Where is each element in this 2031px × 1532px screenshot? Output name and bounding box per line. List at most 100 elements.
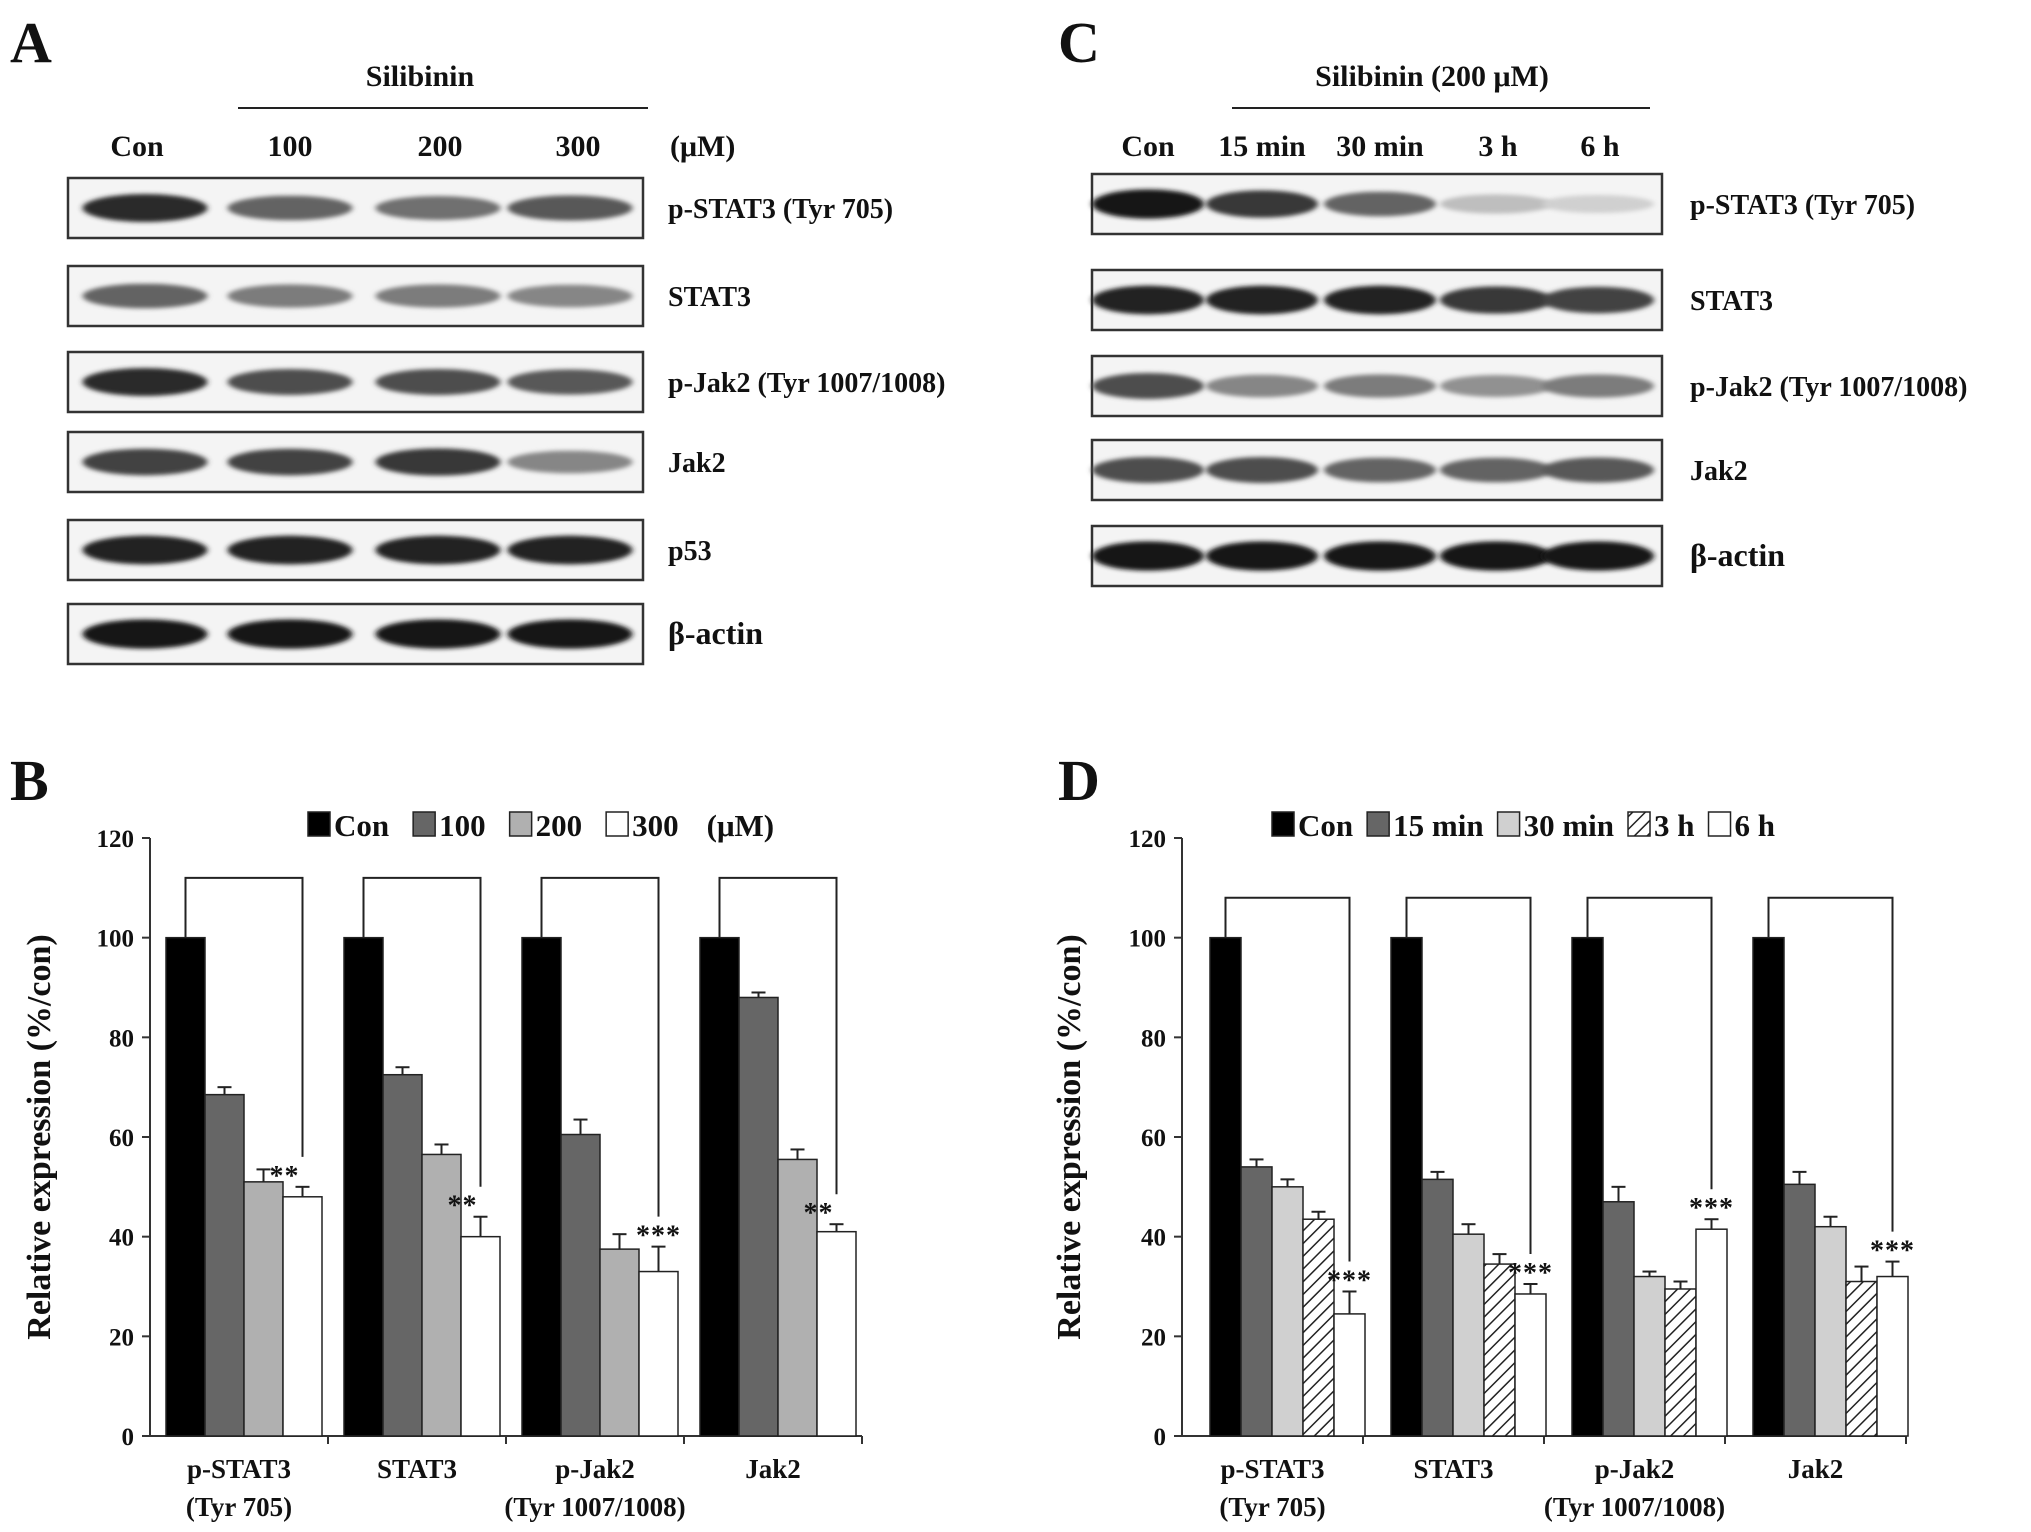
protein-band bbox=[507, 535, 633, 565]
y-tick-label: 40 bbox=[1141, 1225, 1166, 1252]
protein-band bbox=[1324, 457, 1436, 483]
protein-band bbox=[1440, 286, 1552, 314]
legend-label: 200 bbox=[536, 808, 583, 843]
bar bbox=[1664, 1288, 1697, 1437]
protein-band bbox=[1092, 285, 1204, 315]
blot-strips: p-STAT3 (Tyr 705) STAT3 p-Jak2 (Tyr 1007/1… bbox=[1090, 172, 1967, 588]
significance-label: *** bbox=[1689, 1193, 1734, 1224]
y-tick-label: 100 bbox=[1129, 926, 1167, 953]
protein-band bbox=[1206, 457, 1318, 483]
protein-band bbox=[227, 448, 353, 476]
protein-band bbox=[1440, 375, 1552, 397]
protein-band bbox=[1092, 373, 1204, 399]
lane-labels: Con 100 200 300 bbox=[110, 130, 600, 163]
blot-label: p53 bbox=[668, 536, 712, 567]
lane-label: 6 h bbox=[1580, 130, 1620, 163]
bar bbox=[1571, 936, 1604, 1437]
protein-band bbox=[1542, 541, 1654, 571]
panel-c-western-blot: C Silibinin (200 μM) Con 15 min 30 min 3 h 6… bbox=[1058, 10, 1967, 588]
panel-a-treatment-label: Silibinin bbox=[366, 60, 475, 93]
legend-swatch bbox=[1627, 811, 1651, 837]
protein-band bbox=[1092, 541, 1204, 571]
blot-label: STAT3 bbox=[668, 282, 751, 313]
y-tick-label: 120 bbox=[97, 826, 135, 853]
legend-swatch bbox=[412, 811, 436, 837]
protein-band bbox=[1542, 457, 1654, 483]
protein-band bbox=[227, 535, 353, 565]
lane-label: 100 bbox=[268, 130, 313, 163]
y-tick-label: 60 bbox=[109, 1125, 134, 1152]
blot-row: STAT3 bbox=[66, 264, 751, 328]
bar bbox=[738, 996, 779, 1437]
blot-row: Jak2 bbox=[66, 430, 726, 494]
protein-band bbox=[82, 448, 208, 476]
legend-unit: (μM) bbox=[707, 808, 774, 843]
protein-band bbox=[1324, 374, 1436, 398]
lane-labels: Con 15 min 30 min 3 h 6 h bbox=[1121, 130, 1620, 163]
significance-label: ** bbox=[804, 1198, 834, 1229]
protein-band bbox=[507, 195, 633, 221]
bar bbox=[638, 1270, 679, 1437]
blot-label: β-actin bbox=[668, 615, 763, 651]
y-tick-label: 100 bbox=[97, 926, 135, 953]
bar bbox=[1814, 1225, 1847, 1437]
legend-label: Con bbox=[1298, 808, 1353, 843]
blot-strips: p-STAT3 (Tyr 705) STAT3 p-Jak2 (Tyr 1007/1… bbox=[66, 176, 945, 666]
panel-letter-a: A bbox=[10, 10, 52, 75]
panel-a-western-blot: A Silibinin (μM) Con 100 200 300 p-STAT3 (T… bbox=[10, 10, 945, 666]
bar bbox=[1302, 1218, 1335, 1437]
protein-band bbox=[1206, 190, 1318, 218]
significance-label: ** bbox=[448, 1191, 478, 1222]
legend-swatch bbox=[605, 811, 629, 837]
bar bbox=[460, 1235, 501, 1437]
y-axis-label: Relative expression (%/con) bbox=[21, 934, 58, 1339]
lane-label: Con bbox=[1121, 130, 1175, 163]
significance-bracket bbox=[184, 876, 304, 1157]
bar bbox=[1752, 936, 1785, 1437]
x-category-sublabel: (Tyr 705) bbox=[186, 1492, 292, 1522]
lane-label: 30 min bbox=[1336, 130, 1424, 163]
y-tick-label: 60 bbox=[1141, 1125, 1166, 1152]
blot-row: p-STAT3 (Tyr 705) bbox=[1090, 172, 1915, 236]
bar bbox=[1845, 1280, 1878, 1437]
legend-label: 6 h bbox=[1735, 808, 1776, 843]
blot-label: p-Jak2 (Tyr 1007/1008) bbox=[1690, 372, 1967, 403]
lane-label: 15 min bbox=[1218, 130, 1306, 163]
y-tick-label: 20 bbox=[109, 1324, 134, 1351]
legend-swatch bbox=[1496, 811, 1521, 837]
x-category-label: Jak2 bbox=[745, 1454, 801, 1484]
protein-band bbox=[507, 450, 633, 474]
blot-label: p-STAT3 (Tyr 705) bbox=[668, 194, 893, 225]
protein-band bbox=[1206, 374, 1318, 398]
legend-label: 30 min bbox=[1524, 808, 1614, 843]
protein-band bbox=[1206, 541, 1318, 571]
legend-label: 100 bbox=[439, 808, 486, 843]
bar bbox=[1333, 1313, 1366, 1437]
significance-label: *** bbox=[1327, 1265, 1372, 1296]
bar bbox=[282, 1196, 323, 1437]
protein-band bbox=[1440, 457, 1552, 483]
blot-row: β-actin bbox=[1090, 524, 1785, 588]
panel-a-unit-label: (μM) bbox=[670, 130, 735, 163]
x-category-label: STAT3 bbox=[1413, 1454, 1493, 1484]
bar bbox=[1514, 1293, 1547, 1437]
bar bbox=[1452, 1233, 1485, 1437]
bar bbox=[1633, 1275, 1666, 1437]
y-tick-label: 0 bbox=[1154, 1424, 1167, 1451]
bar bbox=[1876, 1275, 1909, 1437]
protein-band bbox=[1542, 374, 1654, 398]
legend-label: Con bbox=[334, 808, 389, 843]
lane-label: 200 bbox=[418, 130, 463, 163]
protein-band bbox=[375, 448, 501, 476]
significance-label: *** bbox=[1508, 1258, 1553, 1289]
significance-bracket bbox=[718, 876, 838, 1195]
blot-label: p-STAT3 (Tyr 705) bbox=[1690, 190, 1915, 221]
bar bbox=[1209, 936, 1242, 1437]
blot-label: STAT3 bbox=[1690, 286, 1773, 317]
panel-letter-d: D bbox=[1058, 748, 1100, 813]
bar bbox=[521, 936, 562, 1437]
blot-row: p-Jak2 (Tyr 1007/1008) bbox=[1090, 354, 1967, 418]
x-category-label: Jak2 bbox=[1788, 1454, 1844, 1484]
protein-band bbox=[1542, 286, 1654, 314]
